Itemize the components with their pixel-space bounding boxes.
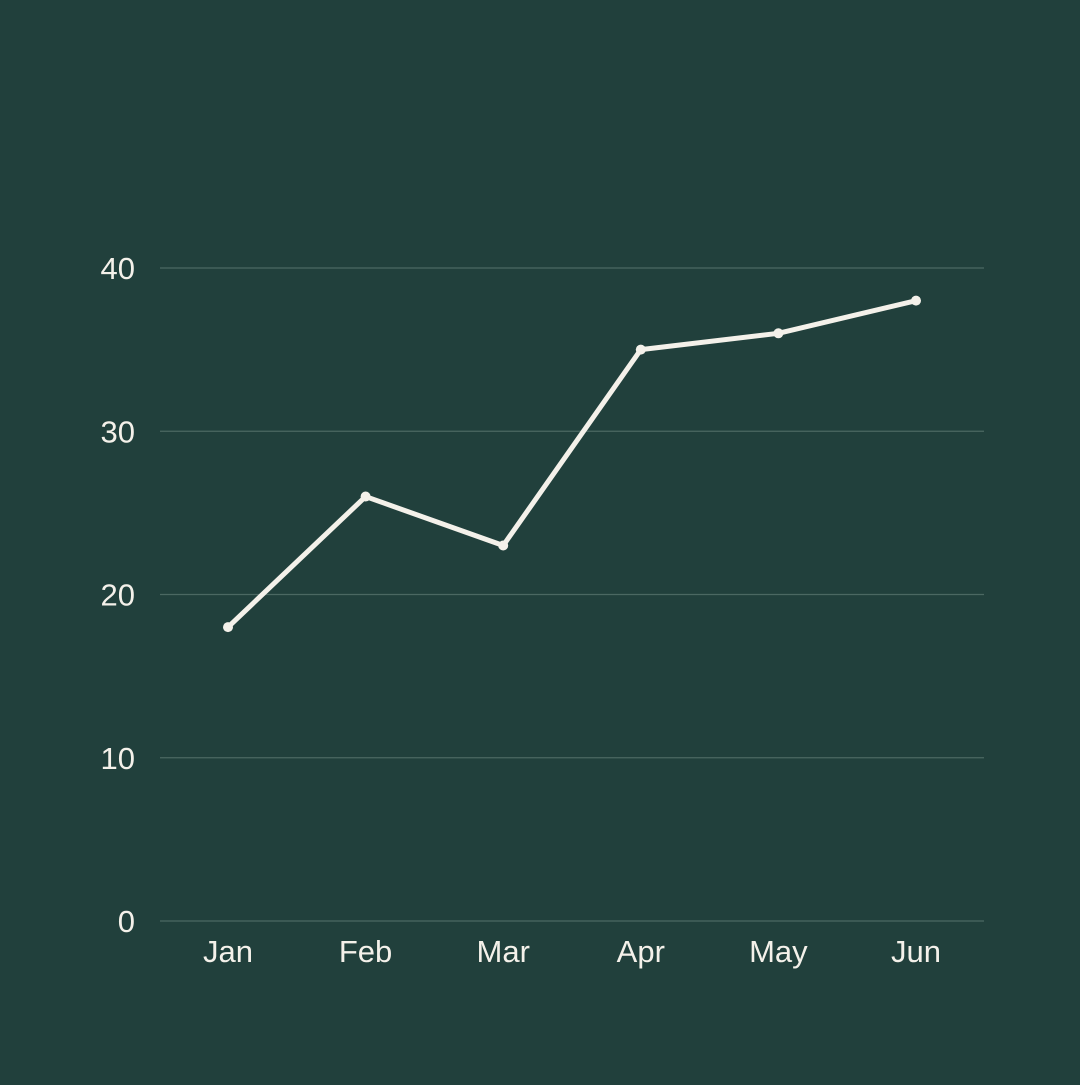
data-point-jan bbox=[223, 622, 233, 633]
x-tick-label-feb: Feb bbox=[339, 934, 392, 969]
data-point-may bbox=[773, 328, 784, 339]
y-axis-ticks: 0 10 20 30 40 bbox=[101, 251, 135, 939]
y-tick-label-30: 30 bbox=[101, 414, 135, 449]
x-tick-label-mar: Mar bbox=[477, 934, 530, 969]
y-tick-label-20: 20 bbox=[101, 578, 135, 613]
x-axis-ticks: Jan Feb Mar Apr May Jun bbox=[203, 934, 941, 969]
grid-lines bbox=[160, 267, 984, 922]
data-point-jun bbox=[911, 295, 921, 306]
data-point-feb bbox=[360, 491, 371, 502]
y-tick-label-40: 40 bbox=[101, 251, 135, 286]
x-tick-label-may: May bbox=[749, 934, 808, 969]
x-tick-label-jan: Jan bbox=[203, 934, 253, 969]
x-tick-label-jun: Jun bbox=[891, 934, 941, 969]
x-tick-label-apr: Apr bbox=[617, 934, 665, 969]
data-point-apr bbox=[635, 344, 646, 355]
series-layer bbox=[223, 295, 921, 633]
data-point-mar bbox=[498, 540, 509, 551]
series-line-0 bbox=[225, 298, 919, 630]
y-tick-label-0: 0 bbox=[118, 904, 135, 939]
y-tick-label-10: 10 bbox=[101, 741, 135, 776]
